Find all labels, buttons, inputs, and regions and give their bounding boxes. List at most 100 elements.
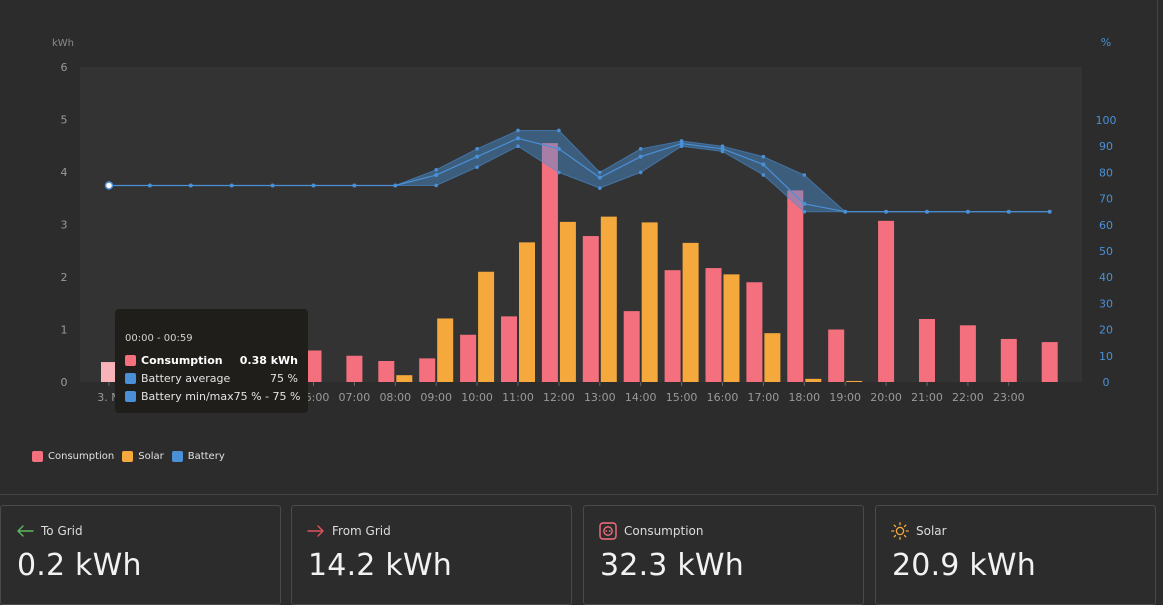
battery-average-point [516,136,520,141]
battery-min-point [598,186,602,190]
battery-average-point [679,141,684,146]
card-from-grid-value: 14.2 kWh [308,548,452,583]
x-tick-label: 11:00 [502,391,534,404]
legend-item-solar[interactable]: Solar [122,451,164,462]
x-tick-label: 08:00 [379,391,411,404]
consumption-bar [305,350,322,382]
tooltip-battery-minmax-value: 75 % - 75 % [233,389,301,403]
x-tick-label: 16:00 [707,391,739,404]
consumption-bar [1000,338,1017,382]
x-tick-label: 19:00 [829,391,861,404]
battery-average-point [311,183,316,188]
sun-icon [891,522,909,540]
battery-max-point [761,154,766,159]
battery-average-point [352,183,357,188]
tooltip-consumption-label: Consumption [141,353,223,367]
solar-bar [805,378,822,382]
y-left-axis-title: kWh [52,38,74,49]
consumption-bar [346,355,363,382]
x-tick-label: 17:00 [748,391,780,404]
legend-solar-swatch [122,451,134,462]
battery-min-point [638,170,643,175]
card-consumption-label: Consumption [624,524,704,538]
battery-min-point [679,144,684,148]
legend-item-consumption[interactable]: Consumption [32,451,114,462]
consumption-bar [705,268,722,382]
consumption-bar [623,311,640,382]
y-right-tick-label: 10 [1099,350,1113,363]
battery-min-point [557,170,561,175]
card-to-grid-value: 0.2 kWh [17,548,142,583]
x-tick-label: 21:00 [911,391,943,404]
consumption-bar [460,334,477,382]
battery-min-point [761,173,766,177]
card-from-grid-label: From Grid [332,524,391,538]
battery-average-point [1006,209,1011,214]
solar-bar [641,222,658,382]
arrow-right-icon [307,525,324,537]
y-left-tick-label: 3 [61,219,68,232]
battery-average-point [597,175,602,180]
solar-bar [764,333,781,382]
legend-consumption-label: Consumption [48,451,115,462]
solar-bar [846,380,863,382]
y-right-tick-label: 50 [1099,245,1113,258]
battery-average-point [188,183,193,188]
y-left-tick-label: 0 [61,376,68,389]
tooltip-row-consumption: Consumption 0.38 kWh [125,351,298,369]
x-tick-label: 13:00 [584,391,616,404]
battery-average-point [393,183,398,188]
battery-max-point [557,128,561,133]
consumption-bar [746,282,763,382]
battery-average-point [556,146,561,151]
y-left-tick-label: 2 [61,271,68,284]
solar-bar [478,271,495,382]
battery-average-point [761,162,766,167]
battery-min-point [720,149,725,154]
battery-minmax-band [109,130,1050,212]
tooltip-battery-average-swatch [125,372,136,384]
solar-bar [437,318,454,382]
card-consumption: Consumption 32.3 kWh [583,505,864,605]
battery-max-point [802,173,807,177]
card-solar-value: 20.9 kWh [892,548,1036,583]
tooltip-battery-minmax-label: Battery min/max [141,389,234,403]
y-right-tick-label: 60 [1099,219,1113,232]
solar-bar [559,221,576,382]
y-right-tick-label: 20 [1099,324,1113,337]
card-consumption-value: 32.3 kWh [600,548,744,583]
consumption-bar [378,361,395,382]
legend-battery-label: Battery [187,451,225,462]
x-tick-label: 09:00 [420,391,452,404]
consumption-bar [419,358,436,382]
x-tick-label: 12:00 [543,391,575,404]
battery-average-point [1047,209,1052,214]
x-tick-label: 22:00 [952,391,984,404]
card-from-grid: From Grid 14.2 kWh [291,505,572,605]
battery-max-point [475,147,479,151]
tooltip-battery-average-value: 75 % [270,371,298,385]
card-solar: Solar 20.9 kWh [875,505,1156,605]
consumption-bar [501,316,517,382]
y-right-tick-label: 70 [1099,193,1113,206]
battery-average-point [475,154,480,159]
legend-consumption-swatch [32,451,43,462]
battery-max-point [598,170,602,175]
legend-item-battery[interactable]: Battery [171,451,225,462]
y-left-tick-label: 1 [61,324,68,337]
y-left-tick-label: 6 [61,61,68,74]
y-right-tick-label: 30 [1099,297,1113,310]
tooltip-consumption-value: 0.38 kWh [239,353,298,367]
consumption-bar [828,329,845,382]
y-right-tick-label: 0 [1103,376,1110,389]
y-left-tick-label: 5 [61,114,68,127]
x-tick-label: 23:00 [993,391,1025,404]
consumption-bar [787,190,804,382]
battery-min-point [802,209,807,214]
card-solar-label: Solar [916,524,947,538]
solar-bar [600,216,617,382]
chart-legend: Consumption Solar Battery [32,451,233,462]
y-right-tick-label: 40 [1099,271,1113,284]
consumption-bar [959,325,976,382]
battery-average-point [434,173,439,178]
